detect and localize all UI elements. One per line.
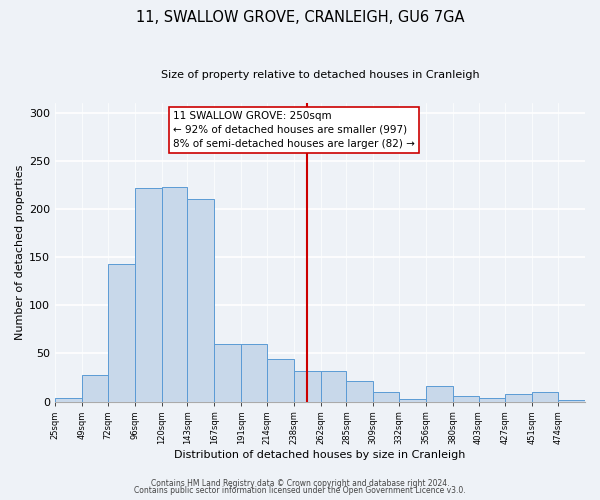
Text: Contains public sector information licensed under the Open Government Licence v3: Contains public sector information licen…: [134, 486, 466, 495]
Bar: [134, 188, 161, 402]
Bar: [453, 396, 479, 402]
Bar: [320, 370, 346, 402]
Bar: [426, 386, 453, 402]
Y-axis label: Number of detached properties: Number of detached properties: [15, 164, 25, 340]
Bar: [187, 200, 214, 402]
Text: 11, SWALLOW GROVE, CRANLEIGH, GU6 7GA: 11, SWALLOW GROVE, CRANLEIGH, GU6 7GA: [136, 10, 464, 25]
Bar: [505, 394, 532, 402]
X-axis label: Distribution of detached houses by size in Cranleigh: Distribution of detached houses by size …: [175, 450, 466, 460]
Bar: [346, 382, 373, 402]
Bar: [108, 264, 134, 402]
Bar: [267, 359, 294, 402]
Bar: [294, 370, 320, 402]
Bar: [82, 374, 108, 402]
Bar: [55, 398, 82, 402]
Bar: [214, 344, 241, 402]
Text: Contains HM Land Registry data © Crown copyright and database right 2024.: Contains HM Land Registry data © Crown c…: [151, 478, 449, 488]
Bar: [479, 398, 505, 402]
Bar: [373, 392, 399, 402]
Bar: [532, 392, 558, 402]
Bar: [161, 187, 187, 402]
Bar: [558, 400, 585, 402]
Text: 11 SWALLOW GROVE: 250sqm
← 92% of detached houses are smaller (997)
8% of semi-d: 11 SWALLOW GROVE: 250sqm ← 92% of detach…: [173, 110, 415, 148]
Bar: [241, 344, 267, 402]
Bar: [399, 398, 426, 402]
Title: Size of property relative to detached houses in Cranleigh: Size of property relative to detached ho…: [161, 70, 479, 80]
